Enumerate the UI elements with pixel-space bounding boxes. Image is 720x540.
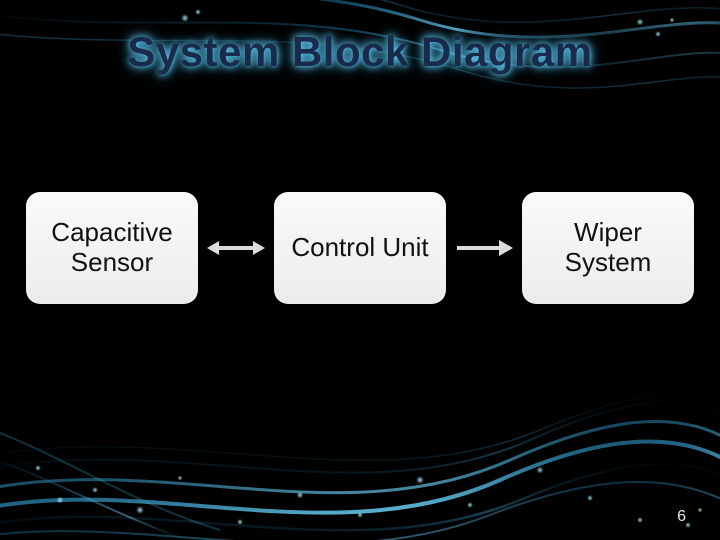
arrow-bidirectional bbox=[207, 236, 265, 260]
page-number: 6 bbox=[677, 508, 686, 526]
node-label: CapacitiveSensor bbox=[51, 218, 172, 278]
node-control-unit: Control Unit bbox=[274, 192, 446, 304]
block-diagram: CapacitiveSensor Control Unit WiperSyste… bbox=[26, 192, 694, 304]
node-wiper-system: WiperSystem bbox=[522, 192, 694, 304]
node-capacitive-sensor: CapacitiveSensor bbox=[26, 192, 198, 304]
arrow-forward bbox=[455, 236, 513, 260]
slide-title: System Block Diagram bbox=[0, 28, 720, 76]
node-label: WiperSystem bbox=[565, 218, 652, 278]
node-label: Control Unit bbox=[291, 233, 428, 263]
